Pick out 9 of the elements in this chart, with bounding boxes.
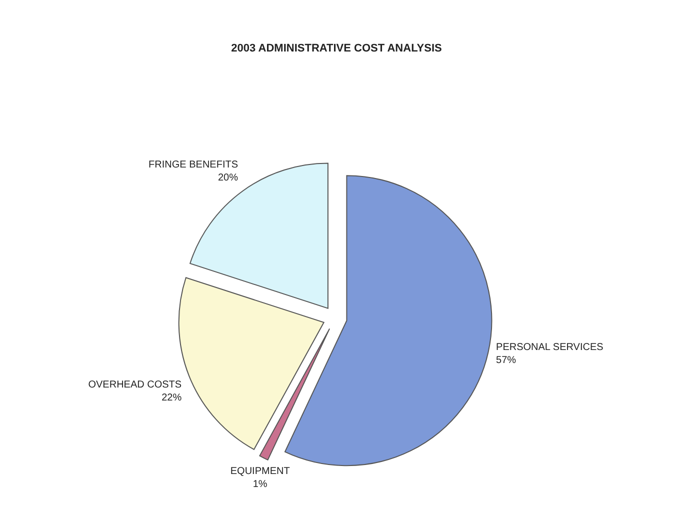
slice-label: FRINGE BENEFITS [148,160,238,171]
slice-label: OVERHEAD COSTS [88,380,182,391]
chart-title: 2003 ADMINISTRATIVE COST ANALYSIS [231,42,442,54]
data-label: 1% [252,479,268,490]
slice-label: EQUIPMENT [230,466,290,478]
data-label: 22% [162,392,182,404]
data-label: 20% [218,172,238,184]
data-label: 57% [496,354,516,366]
slice-label: PERSONAL SERVICES [496,342,604,353]
